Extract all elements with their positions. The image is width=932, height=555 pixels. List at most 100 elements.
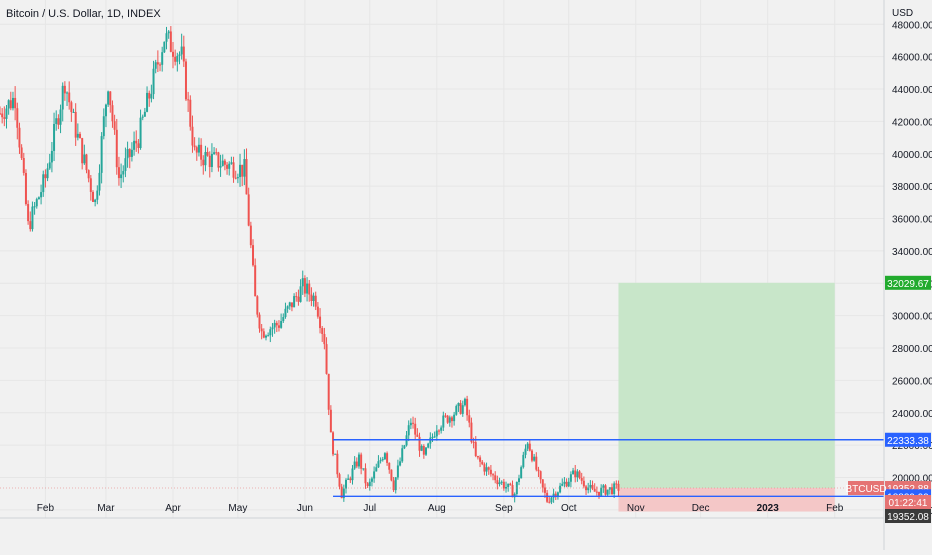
candle-body [120,174,123,179]
candle-body [472,441,475,443]
countdown-badge: 01:22:41 [889,498,928,509]
candle-body [606,489,609,495]
candle-body [161,52,164,65]
candle-body [338,474,341,487]
candle-body [569,474,572,482]
candle-body [550,497,553,503]
candle-body [226,164,229,169]
candle-body [433,436,436,438]
candle-body [267,335,270,337]
candle-body [587,487,590,491]
candle-body [360,454,363,469]
candle-body [187,99,190,101]
candle-body [600,487,603,496]
profit-zone[interactable] [618,282,835,489]
candle-body [182,46,185,62]
candle-body [16,108,19,128]
candle-body [245,159,248,195]
candle-body [35,199,38,207]
price-tick-label: 26000.00 [892,376,932,387]
candle-body [156,62,159,65]
candle-body [306,283,309,294]
candle-body [210,153,213,167]
candle-body [290,302,293,308]
candle-body [582,480,585,487]
candle-body [9,100,12,109]
candle-body [72,111,75,113]
candle-body [243,159,246,177]
candle-body [191,126,194,146]
candle-body [559,485,562,493]
candle-body [293,296,296,308]
candle-body [33,206,36,208]
target-price-badge-bg [885,275,931,290]
candle-body [403,445,406,449]
candle-body [509,483,512,486]
candle-body [202,159,205,166]
candle-body [598,491,601,496]
candle-body [241,164,244,177]
candle-body [537,469,540,472]
candle-body [489,469,492,475]
candle-body [273,322,276,328]
candle-body [271,327,274,330]
candle-body [479,457,482,462]
candle-body [511,485,514,498]
candle-body [593,488,596,492]
candle-body [303,278,306,294]
candle-body [615,483,618,485]
candle-body [297,296,300,302]
price-axis-unit: USD [892,8,913,19]
candle-body [347,478,350,480]
candle-body [61,85,64,110]
candle-body [386,453,389,463]
time-axis: Feb Mar Apr May Jun Jul Aug Sep Oct Nov Dec 2023 Feb [37,503,844,514]
candle-body [420,445,423,451]
candle-body [463,398,466,406]
price-tick-label: 38000.00 [892,182,932,193]
candle-body [353,461,356,469]
candle-body [500,481,503,483]
candle-body [111,105,114,122]
candle-body [165,33,168,42]
candle-body [314,295,317,307]
candle-body [59,109,62,125]
time-tick-label: Jun [297,503,313,514]
candle-body [18,127,21,148]
horizontal-levels [0,439,884,498]
candle-body [117,167,120,179]
candle-body [7,100,10,109]
candle-body [230,162,233,164]
time-tick-label: Mar [97,503,115,514]
candle-body [195,147,198,153]
candle-body [518,478,520,482]
candle-body [172,51,174,57]
candle-body [206,151,209,156]
candle-body [223,160,226,165]
stop-loss-zone[interactable] [618,488,835,512]
candle-body [122,170,125,175]
candlestick-series [0,26,620,505]
candle-body [208,155,211,167]
candle-body [323,333,326,345]
candle-body [180,46,183,55]
price-tick-label: 40000.00 [892,150,932,161]
candle-body [608,487,611,490]
time-tick-label: 2023 [757,503,780,514]
candle-body [377,461,380,468]
candle-body [567,481,570,487]
candle-body [234,177,237,179]
candle-body [357,454,360,467]
candle-body [139,117,142,149]
candle-body [249,225,252,246]
candle-body [3,117,6,119]
candle-body [260,328,263,332]
candle-body [556,492,559,498]
candle-body [541,479,544,488]
candle-body [524,448,527,455]
candle-body [316,306,319,317]
time-tick-label: Apr [165,503,181,514]
candle-body [334,453,337,455]
target-price-badge: 32029.67 [887,279,929,290]
